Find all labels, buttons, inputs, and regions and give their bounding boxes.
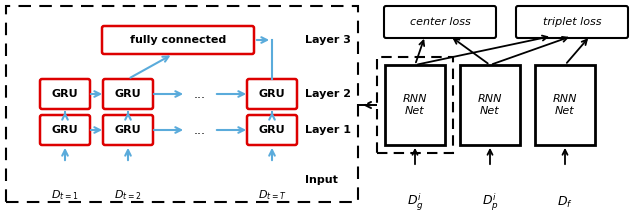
- FancyBboxPatch shape: [247, 79, 297, 109]
- Bar: [6, 6, 358, 202]
- Text: RNN
Net: RNN Net: [403, 94, 428, 116]
- Text: $D_g^i$: $D_g^i$: [406, 191, 424, 210]
- FancyBboxPatch shape: [102, 26, 254, 54]
- Text: fully connected: fully connected: [130, 35, 226, 45]
- Text: Layer 2: Layer 2: [305, 89, 351, 99]
- Bar: [385, 65, 445, 145]
- Text: Layer 1: Layer 1: [305, 125, 351, 135]
- Text: ...: ...: [194, 123, 206, 136]
- Bar: [535, 65, 595, 145]
- Text: RNN
Net: RNN Net: [553, 94, 577, 116]
- FancyBboxPatch shape: [103, 115, 153, 145]
- Text: $D_{t=2}$: $D_{t=2}$: [115, 188, 141, 202]
- FancyBboxPatch shape: [384, 6, 496, 38]
- Text: GRU: GRU: [52, 89, 78, 99]
- Bar: [377, 57, 453, 153]
- Text: GRU: GRU: [52, 125, 78, 135]
- Text: $D_{t=T}$: $D_{t=T}$: [258, 188, 286, 202]
- Bar: [460, 65, 520, 145]
- FancyBboxPatch shape: [247, 115, 297, 145]
- FancyBboxPatch shape: [103, 79, 153, 109]
- Text: ...: ...: [194, 88, 206, 101]
- Text: center loss: center loss: [410, 17, 470, 27]
- FancyBboxPatch shape: [40, 115, 90, 145]
- FancyBboxPatch shape: [516, 6, 628, 38]
- Text: GRU: GRU: [259, 125, 285, 135]
- Text: triplet loss: triplet loss: [543, 17, 601, 27]
- Text: RNN
Net: RNN Net: [477, 94, 502, 116]
- Text: GRU: GRU: [115, 125, 141, 135]
- FancyBboxPatch shape: [40, 79, 90, 109]
- Text: GRU: GRU: [259, 89, 285, 99]
- Text: $D_p^i$: $D_p^i$: [482, 191, 499, 210]
- Text: GRU: GRU: [115, 89, 141, 99]
- Text: Input: Input: [305, 175, 338, 185]
- Text: Layer 3: Layer 3: [305, 35, 351, 45]
- Text: $D_f$: $D_f$: [557, 194, 573, 210]
- Text: $D_{t=1}$: $D_{t=1}$: [51, 188, 79, 202]
